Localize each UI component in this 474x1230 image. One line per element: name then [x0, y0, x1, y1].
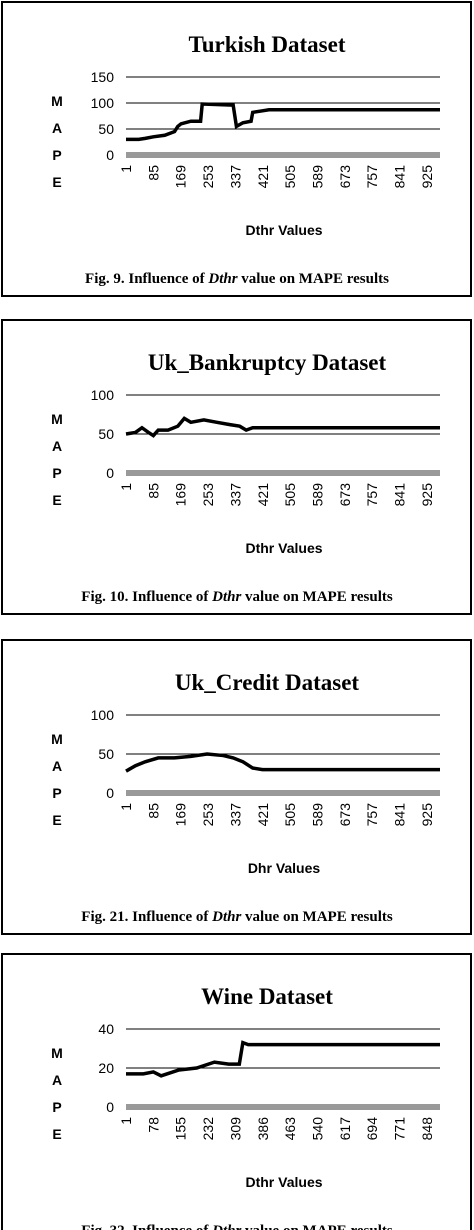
- y-tick-label: 50: [98, 121, 114, 137]
- caption: Fig. 9. Influence of Dthr value on MAPE …: [85, 271, 389, 287]
- x-tick-label: 253: [200, 803, 216, 827]
- x-tick-label: 925: [419, 165, 435, 189]
- x-tick-label: 463: [282, 1117, 298, 1141]
- caption-part: Dthr: [207, 271, 237, 287]
- panel-frame: [1, 319, 472, 615]
- caption-part: Dthr: [211, 589, 241, 605]
- y-tick-label: 100: [91, 707, 115, 723]
- chart-title: Uk_Bankruptcy Dataset: [148, 350, 387, 375]
- x-tick-label: 253: [200, 483, 216, 507]
- data-line: [126, 102, 440, 142]
- x-tick-label: 505: [282, 803, 298, 827]
- caption-part: Dthr: [211, 909, 241, 925]
- x-tick-label: 771: [392, 1117, 408, 1141]
- caption-part: value on MAPE results: [241, 909, 393, 925]
- x-tick-label: 421: [255, 483, 271, 507]
- x-tick-label: 505: [282, 165, 298, 189]
- y-tick-label: 50: [98, 426, 114, 442]
- x-tick-label: 925: [419, 483, 435, 507]
- x-axis-label: Dhr Values: [248, 860, 321, 876]
- x-tick-label: 232: [200, 1117, 216, 1141]
- y-tick-label: 40: [98, 1021, 114, 1037]
- data-line: [125, 752, 440, 773]
- x-tick-label: 589: [310, 165, 326, 189]
- chart-title: Uk_Credit Dataset: [175, 670, 360, 695]
- caption-part: Fig. 9. Influence of: [85, 271, 208, 287]
- y-tick-label: 150: [91, 69, 115, 85]
- x-tick-label: 673: [337, 483, 353, 507]
- chart-title: Wine Dataset: [201, 984, 333, 1009]
- y-tick-label: 0: [106, 1099, 114, 1115]
- x-tick-label: 925: [419, 803, 435, 827]
- caption-part: value on MAPE results: [241, 589, 393, 605]
- caption-part: Fig. 32. Influence of: [81, 1223, 212, 1230]
- caption-part: Fig. 21. Influence of: [81, 909, 212, 925]
- y-tick-label: 20: [98, 1060, 114, 1076]
- x-tick-label: 617: [337, 1117, 353, 1141]
- x-tick-label: 1: [118, 1117, 134, 1125]
- caption-part: Dthr: [211, 1223, 241, 1230]
- data-line: [125, 416, 440, 438]
- y-tick-label: 50: [98, 746, 114, 762]
- x-tick-label: 169: [173, 165, 189, 189]
- x-tick-label: 841: [392, 165, 408, 189]
- y-tick-label: 0: [106, 785, 114, 801]
- caption: Fig. 21. Influence of Dthr value on MAPE…: [81, 909, 393, 925]
- x-tick-label: 386: [255, 1117, 271, 1141]
- x-tick-label: 841: [392, 803, 408, 827]
- caption: Fig. 10. Influence of Dthr value on MAPE…: [81, 589, 393, 605]
- x-tick-label: 155: [173, 1117, 189, 1141]
- x-tick-label: 309: [227, 1117, 243, 1141]
- caption: Fig. 32. Influence of Dthr value on MAPE…: [81, 1223, 393, 1230]
- x-tick-label: 85: [145, 165, 161, 181]
- x-tick-label: 841: [392, 483, 408, 507]
- x-tick-label: 169: [173, 803, 189, 827]
- y-tick-label: 0: [106, 147, 114, 163]
- x-tick-label: 673: [337, 803, 353, 827]
- x-tick-label: 169: [173, 483, 189, 507]
- x-tick-label: 540: [309, 1117, 325, 1141]
- y-tick-label: 0: [106, 465, 114, 481]
- x-tick-label: 589: [310, 483, 326, 507]
- x-axis-label: Dthr Values: [245, 1174, 322, 1190]
- x-tick-label: 673: [337, 165, 353, 189]
- x-tick-label: 1: [118, 483, 134, 491]
- caption-part: value on MAPE results: [238, 271, 390, 287]
- chart-title: Turkish Dataset: [189, 32, 346, 57]
- x-tick-label: 337: [227, 803, 243, 827]
- x-axis-label: Dthr Values: [245, 222, 322, 238]
- x-tick-label: 1: [118, 165, 134, 173]
- x-tick-label: 1: [118, 803, 134, 811]
- x-tick-label: 505: [282, 483, 298, 507]
- x-tick-label: 78: [145, 1117, 161, 1133]
- x-tick-label: 253: [200, 165, 216, 189]
- x-tick-label: 85: [145, 803, 161, 819]
- x-tick-label: 848: [419, 1117, 435, 1141]
- x-tick-label: 694: [364, 1117, 380, 1141]
- y-tick-label: 100: [91, 387, 115, 403]
- x-tick-label: 757: [364, 803, 380, 827]
- x-tick-label: 85: [145, 483, 161, 499]
- x-tick-label: 421: [255, 803, 271, 827]
- x-tick-label: 421: [255, 165, 271, 189]
- x-tick-label: 757: [364, 483, 380, 507]
- x-tick-label: 757: [364, 165, 380, 189]
- data-line: [126, 1040, 440, 1078]
- x-tick-label: 337: [227, 165, 243, 189]
- caption-part: Fig. 10. Influence of: [81, 589, 212, 605]
- y-tick-label: 100: [91, 95, 115, 111]
- x-axis-label: Dthr Values: [245, 540, 322, 556]
- panel-frame: [1, 639, 472, 935]
- panel-frame: [1, 953, 472, 1230]
- x-tick-label: 337: [227, 483, 243, 507]
- caption-part: value on MAPE results: [241, 1223, 393, 1230]
- panel-frame: [1, 1, 472, 297]
- x-tick-label: 589: [310, 803, 326, 827]
